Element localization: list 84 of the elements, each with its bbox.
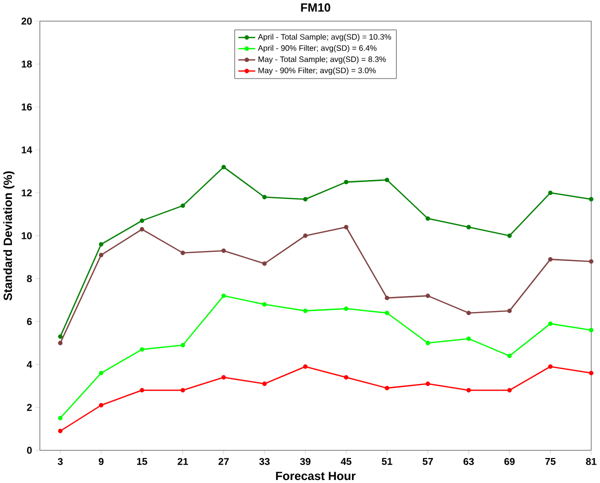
point [140,226,144,232]
point [588,259,594,264]
point [466,224,471,230]
point [466,388,471,392]
x-tick-label: 27 [218,458,229,465]
point [98,402,104,408]
point [58,416,63,420]
point [262,261,267,266]
x-axis-title: Forecast Hour [276,472,356,480]
point [466,336,471,341]
y-tick-label: 10 [22,232,32,240]
point [548,321,553,326]
point [548,256,553,262]
point [384,177,390,182]
x-tick-label: 51 [382,458,392,465]
point [344,180,348,184]
point [303,364,308,369]
point [98,252,104,258]
y-tick-label: 18 [22,60,32,68]
y-tick-label: 4 [26,360,32,368]
point [344,224,348,230]
point [384,296,390,300]
point [588,370,594,376]
point [588,196,594,202]
point [466,310,471,315]
point [140,218,144,223]
point [426,216,430,221]
y-tick-label: 20 [22,17,32,24]
point [180,388,186,392]
point [548,190,553,195]
point [507,233,512,238]
y-tick-label: 2 [27,404,32,411]
point [426,381,430,386]
point [303,233,308,238]
point [58,340,63,346]
y-tick-label: 16 [22,103,32,110]
point [507,388,512,392]
point [58,428,63,434]
point [384,310,390,315]
point [221,248,226,253]
x-tick-label: 33 [259,458,270,465]
point [548,364,553,369]
x-tick-label: 57 [422,458,433,465]
point [344,306,348,311]
point [180,250,186,255]
point [180,203,186,208]
point [262,381,267,386]
point [140,347,144,352]
x-tick-label: 3 [58,458,63,465]
x-tick-label: 21 [178,458,188,465]
point [507,353,512,358]
point [426,340,430,346]
x-tick-label: 63 [464,458,474,465]
y-tick-label: 14 [22,146,32,154]
point [140,388,144,392]
point [98,242,104,246]
point [588,328,594,332]
x-tick-label: 81 [586,458,596,465]
point [221,293,226,298]
point [262,194,267,200]
x-tick-label: 15 [137,458,148,465]
y-tick-label: 8 [26,274,32,282]
point [221,164,226,170]
y-tick-label: 12 [22,189,32,196]
point [426,293,430,298]
point [221,374,226,380]
point [58,334,63,339]
point [384,386,390,390]
chart-title: FM10 [301,3,330,12]
point [303,196,308,202]
point [344,374,348,380]
point [180,342,186,348]
x-tick-label: 45 [340,458,352,465]
x-tick-label: 75 [545,458,556,465]
point [303,308,308,313]
x-tick-label: 39 [300,458,310,465]
y-tick-label: 0 [27,446,32,454]
point [262,302,267,306]
y-tick-label: 6 [27,318,32,325]
y-axis-title: Standard Deviation (%) [3,171,14,300]
point [98,370,104,376]
x-tick-label: 9 [98,458,104,465]
x-tick-label: 69 [504,458,515,465]
point [507,308,512,313]
